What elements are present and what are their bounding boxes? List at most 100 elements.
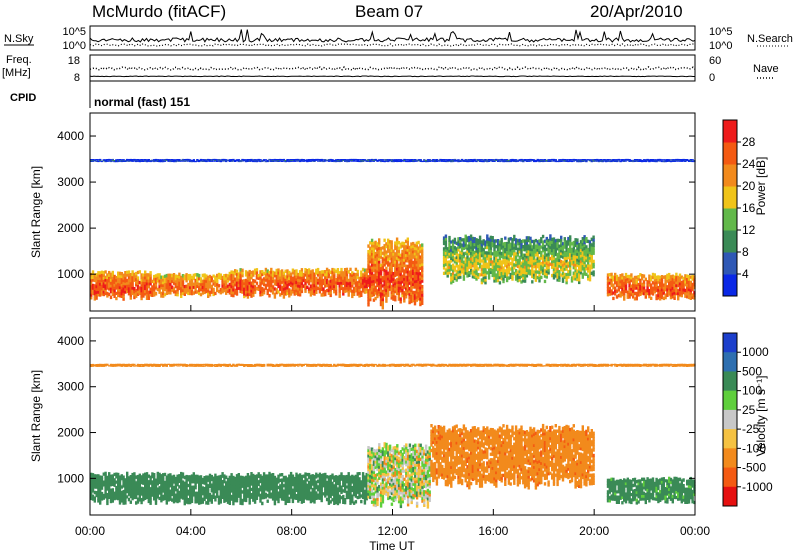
heat-cell [358,279,361,284]
freq-trace [89,75,695,78]
heat-cell [237,275,240,279]
heat-cell [612,160,615,162]
power-colorbar-tick-label: 8 [742,245,749,259]
heat-cell [453,273,457,278]
heat-cell [124,486,127,491]
heat-cell [216,492,219,496]
heat-cell [122,278,125,283]
heat-cell [309,159,313,161]
heat-cell [351,160,354,162]
heat-cell [122,498,125,502]
heat-cell [666,279,669,283]
heat-cell [513,234,516,239]
heat-cell [478,246,482,250]
heat-cell [572,260,575,264]
heat-cell [208,293,212,297]
heat-cell [136,483,140,487]
heat-cell [138,484,141,488]
heat-cell [576,252,579,256]
heat-cell [122,276,125,280]
heat-cell [165,486,168,491]
heat-cell [406,272,409,277]
heat-cell [415,287,418,291]
heat-cell [111,491,114,495]
heat-cell [394,252,397,256]
heat-cell [556,255,559,259]
heat-cell [588,251,592,255]
heat-cell [574,159,577,161]
heat-cell [117,290,120,295]
heat-cell [495,273,498,277]
heat-cell [451,271,455,275]
heat-cell [379,159,383,161]
heat-cell [246,478,250,482]
heat-cell [277,159,280,162]
heat-cell [151,475,154,479]
heat-cell [378,254,381,259]
heat-cell [453,158,457,161]
heat-cell [680,291,683,295]
heat-cell [124,489,127,494]
heat-cell [374,285,377,290]
heat-cell [404,256,408,260]
heat-cell [545,267,548,271]
heat-cell [475,238,478,242]
heat-cell [374,240,377,245]
heat-cell [574,260,577,264]
heat-cell [403,261,406,265]
heat-cell [686,286,689,290]
heat-cell [560,268,563,272]
heat-cell [552,158,556,161]
heat-cell [167,476,170,480]
heat-cell [190,283,194,288]
heat-cell [410,275,413,279]
heat-cell [149,282,152,286]
heat-cell [646,160,649,162]
heat-cell [641,285,644,289]
heat-cell [262,288,266,292]
heat-cell [477,267,480,271]
heat-cell [664,282,667,287]
heat-cell [288,160,291,163]
heat-cell [498,281,502,285]
heat-cell [324,275,327,280]
heat-cell [406,253,409,258]
heat-cell [563,272,566,277]
heat-cell [561,279,565,283]
heat-cell [90,275,93,280]
heat-cell [552,265,556,269]
heat-cell [459,267,462,271]
heat-cell [664,160,667,163]
heat-cell [239,475,242,480]
heat-cell [500,246,503,250]
heat-cell [450,254,453,258]
heat-cell [387,293,390,297]
heat-cell [419,280,422,284]
heat-cell [203,276,206,280]
y-tick-label: 2000 [57,221,84,235]
heat-cell [113,494,116,498]
heat-cell [109,289,113,294]
heat-cell [120,291,123,296]
heat-cell [201,477,204,482]
heat-cell [361,159,365,162]
heat-cell [342,287,345,291]
heat-cell [534,267,538,271]
heat-cell [633,160,637,162]
heat-cell [334,283,338,288]
heat-cell [397,252,401,256]
heat-cell [689,280,692,285]
heat-cell [185,480,188,484]
heat-cell [551,260,554,264]
heat-cell [554,271,557,275]
heat-cell [507,265,511,269]
heat-cell [338,281,341,285]
heat-cell [628,280,631,285]
heat-cell [142,286,145,290]
heat-cell [531,256,534,260]
heat-cell [221,287,224,291]
heat-cell [444,234,448,238]
heat-cell [135,159,138,162]
velocity-heatmap [90,363,696,509]
